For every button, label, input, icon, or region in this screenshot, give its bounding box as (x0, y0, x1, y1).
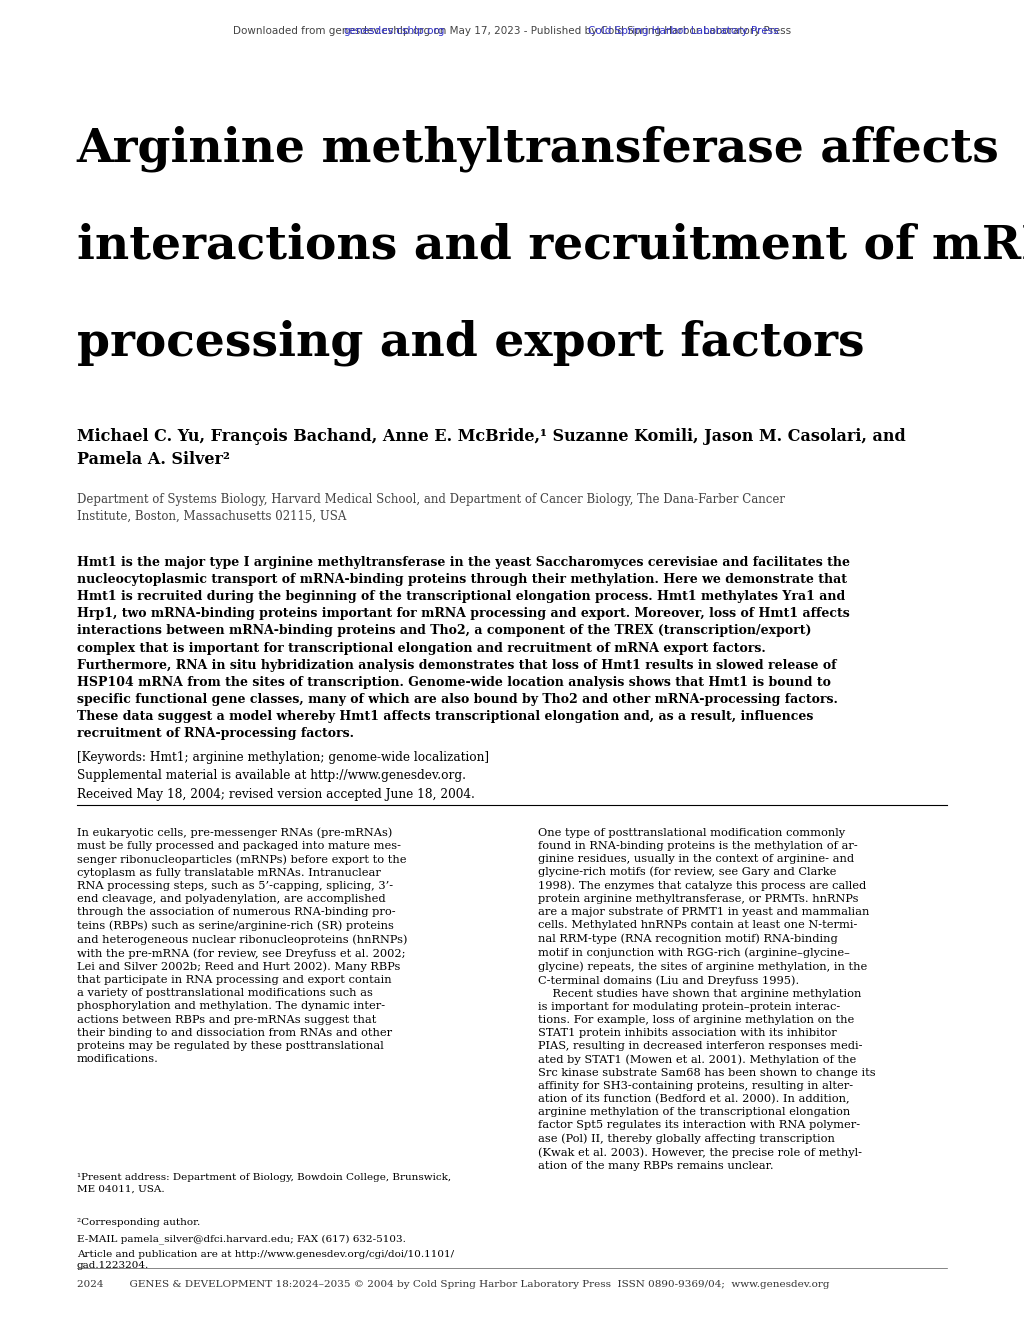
Text: [Keywords: Hmt1; arginine methylation; genome-wide localization]: [Keywords: Hmt1; arginine methylation; g… (77, 751, 488, 764)
Text: ¹Present address: Department of Biology, Bowdoin College, Brunswick,
ME 04011, U: ¹Present address: Department of Biology,… (77, 1173, 451, 1193)
Text: interactions and recruitment of mRNA: interactions and recruitment of mRNA (77, 222, 1024, 269)
Text: processing and export factors: processing and export factors (77, 319, 864, 365)
Text: Downloaded from genesdev.cshlp.org on May 17, 2023 - Published by Cold Spring Ha: Downloaded from genesdev.cshlp.org on Ma… (232, 26, 792, 37)
Text: Supplemental material is available at http://www.genesdev.org.: Supplemental material is available at ht… (77, 769, 466, 782)
Text: Article and publication are at http://www.genesdev.org/cgi/doi/10.1101/
gad.1223: Article and publication are at http://ww… (77, 1250, 454, 1270)
Text: Michael C. Yu, François Bachand, Anne E. McBride,¹ Suzanne Komili, Jason M. Caso: Michael C. Yu, François Bachand, Anne E.… (77, 428, 905, 469)
Text: In eukaryotic cells, pre-messenger RNAs (pre-mRNAs)
must be fully processed and : In eukaryotic cells, pre-messenger RNAs … (77, 828, 408, 1063)
Text: Arginine methyltransferase affects: Arginine methyltransferase affects (77, 126, 999, 172)
Text: One type of posttranslational modification commonly
found in RNA-binding protein: One type of posttranslational modificati… (538, 828, 876, 1170)
Text: 2024        GENES & DEVELOPMENT 18:2024–2035 © 2004 by Cold Spring Harbor Labora: 2024 GENES & DEVELOPMENT 18:2024–2035 © … (77, 1280, 829, 1290)
Text: E-MAIL pamela_silver@dfci.harvard.edu; FAX (617) 632-5103.: E-MAIL pamela_silver@dfci.harvard.edu; F… (77, 1234, 406, 1243)
Text: ²Corresponding author.: ²Corresponding author. (77, 1218, 200, 1227)
Text: Department of Systems Biology, Harvard Medical School, and Department of Cancer : Department of Systems Biology, Harvard M… (77, 493, 784, 523)
Text: genesdev.cshlp.org: genesdev.cshlp.org (343, 26, 444, 37)
Text: Received May 18, 2004; revised version accepted June 18, 2004.: Received May 18, 2004; revised version a… (77, 788, 475, 801)
Text: Hmt1 is the major type I arginine methyltransferase in the yeast Saccharomyces c: Hmt1 is the major type I arginine methyl… (77, 556, 850, 740)
Text: Cold Spring Harbor Laboratory Press: Cold Spring Harbor Laboratory Press (588, 26, 778, 37)
